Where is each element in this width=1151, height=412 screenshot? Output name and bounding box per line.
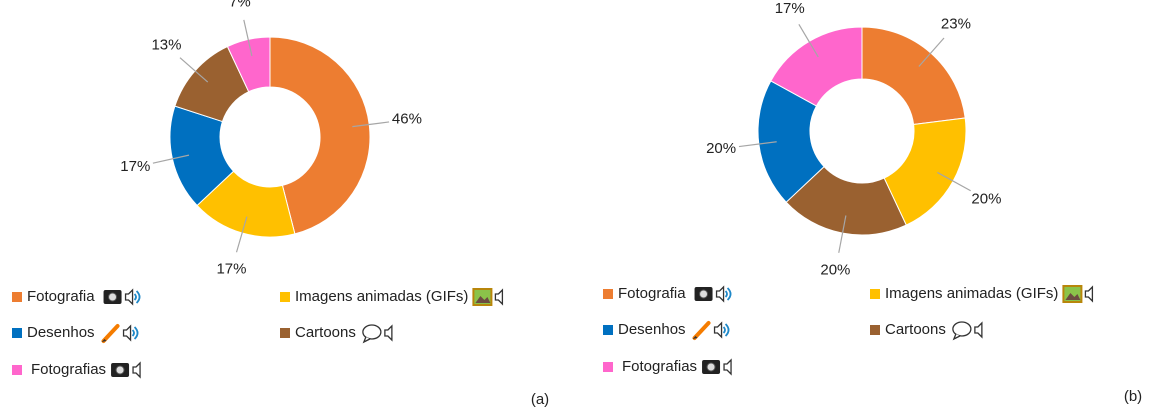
image-mountain <box>1065 293 1081 300</box>
speaker-icon <box>122 324 132 342</box>
speech-bubble-icon <box>952 321 972 337</box>
speaker-icon <box>124 288 134 306</box>
legend-label: Fotografias <box>31 361 106 378</box>
data-label: 17% <box>216 260 246 277</box>
brush-icon <box>101 324 120 343</box>
image-mountain <box>475 296 491 303</box>
data-label: 13% <box>151 37 181 54</box>
data-label: 17% <box>120 158 150 175</box>
brush-icon <box>692 321 711 340</box>
donut-slice <box>269 36 371 235</box>
legend-swatch <box>603 325 613 335</box>
legend-swatch <box>280 292 290 302</box>
legend-label: Cartoons <box>885 321 946 338</box>
speaker-icon <box>723 358 732 376</box>
donut-slice <box>226 36 271 93</box>
camera-lens <box>706 362 716 372</box>
legend-label: Cartoons <box>295 324 356 341</box>
speaker-icon <box>494 288 504 306</box>
camera-lens <box>115 365 125 375</box>
donut-slice <box>770 26 863 107</box>
data-label: 20% <box>820 261 850 278</box>
legend-swatch <box>280 328 290 338</box>
caption: (b) <box>1124 388 1142 405</box>
legend-swatch <box>603 289 613 299</box>
data-label: 7% <box>229 0 251 10</box>
speech-bubble-icon <box>362 324 382 340</box>
legend-swatch <box>12 292 22 302</box>
leader-line <box>918 37 945 67</box>
legend-label: Imagens animadas (GIFs) <box>885 285 1058 302</box>
speaker-icon <box>1084 285 1094 303</box>
legend-swatch <box>12 328 22 338</box>
leader-line <box>152 154 190 164</box>
legend-swatch <box>603 362 613 372</box>
donut-slice <box>861 26 966 126</box>
legend-swatch <box>870 325 880 335</box>
legend-label: Desenhos <box>618 321 686 338</box>
camera-lens <box>108 292 118 302</box>
legend-label: Desenhos <box>27 324 95 341</box>
leader-line <box>937 171 971 192</box>
speaker-icon <box>974 321 983 339</box>
sound-waves <box>724 287 732 301</box>
donut-slice <box>757 80 825 203</box>
caption: (a) <box>531 391 549 408</box>
data-label: 23% <box>941 15 971 32</box>
speaker-icon <box>713 321 723 339</box>
legend-label: Imagens animadas (GIFs) <box>295 288 468 305</box>
speaker-icon <box>715 285 725 303</box>
leader-line <box>738 141 777 148</box>
bubble-tail <box>952 333 961 341</box>
sound-waves <box>131 326 139 340</box>
brush-tip <box>101 339 107 342</box>
leader-line <box>179 57 209 83</box>
donut-slice <box>883 117 967 226</box>
sound-waves <box>722 323 730 337</box>
camera-lens <box>699 289 709 299</box>
legend-swatch <box>12 365 22 375</box>
brush-tip <box>692 336 698 339</box>
data-label: 46% <box>392 111 422 128</box>
sound-waves <box>133 290 141 304</box>
leader-line <box>838 215 847 253</box>
legend-label: Fotografia <box>618 285 686 302</box>
leader-line <box>235 216 248 253</box>
legend-label: Fotografias <box>622 358 697 375</box>
speaker-icon <box>384 324 393 342</box>
leader-line <box>798 23 819 58</box>
data-label: 17% <box>775 0 805 17</box>
data-label: 20% <box>971 190 1001 207</box>
leader-line <box>243 19 253 57</box>
donut-slice <box>785 165 907 236</box>
speaker-icon <box>132 361 141 379</box>
legend-swatch <box>870 289 880 299</box>
data-label: 20% <box>706 140 736 157</box>
legend-label: Fotografia <box>27 288 95 305</box>
leader-line <box>352 121 390 128</box>
bubble-tail <box>362 336 371 344</box>
